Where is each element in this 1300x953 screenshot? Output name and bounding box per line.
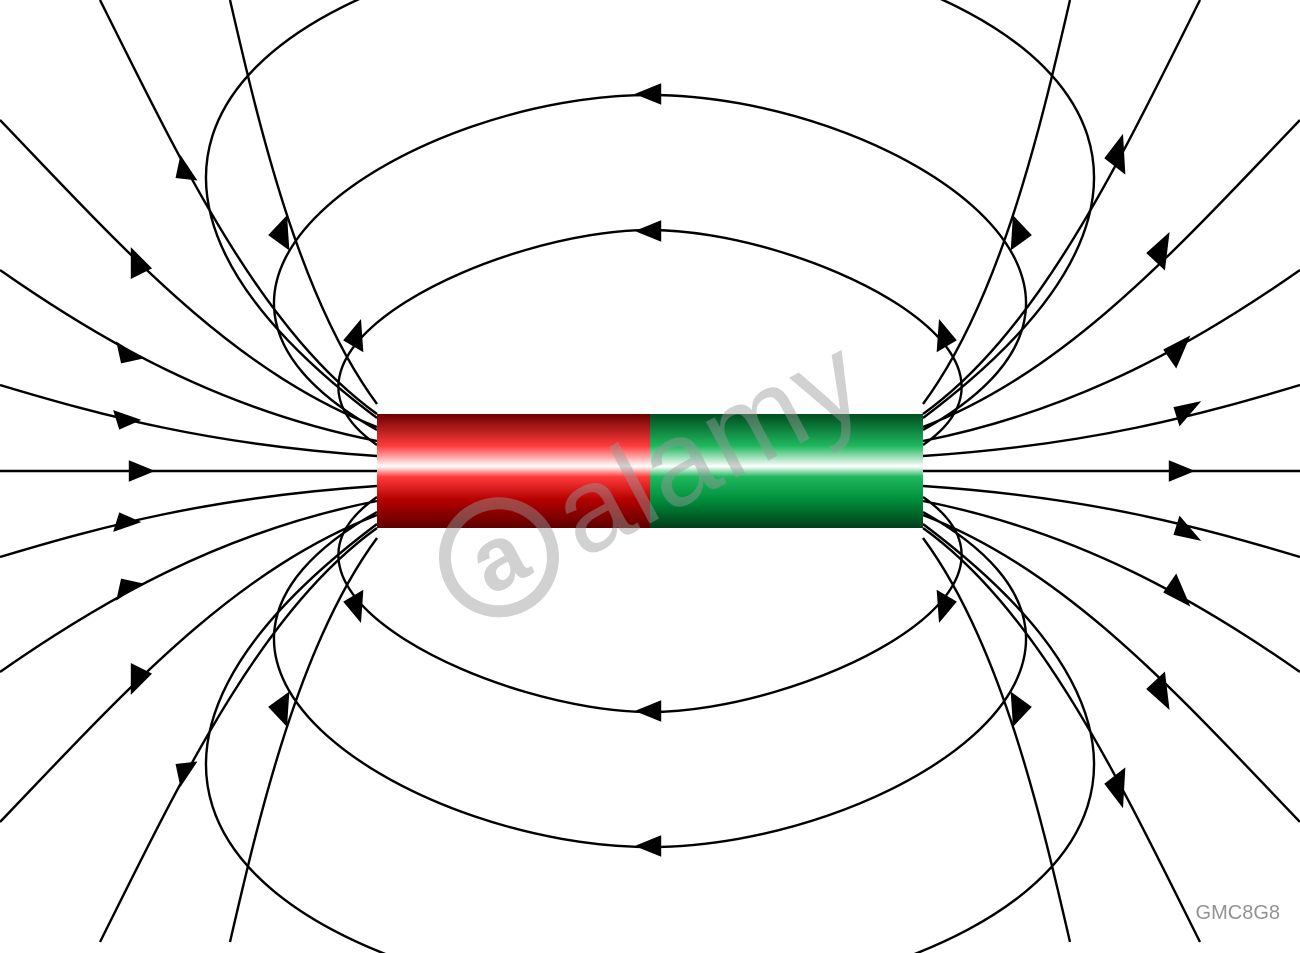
magnet-south-pole — [650, 414, 923, 528]
bar-magnet — [377, 414, 923, 528]
diagram-canvas: a alamy GMC8G8 — [0, 0, 1300, 953]
magnet-north-pole — [377, 414, 650, 528]
